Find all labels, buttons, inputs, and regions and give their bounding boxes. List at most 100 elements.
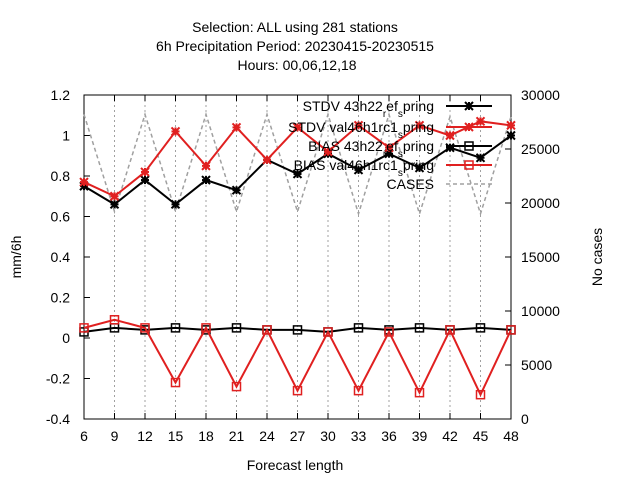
x-tick-label: 45 xyxy=(473,428,489,444)
data-point xyxy=(292,169,303,179)
legend-label-part: r xyxy=(383,109,387,120)
x-tick-label: 24 xyxy=(259,428,275,444)
data-point xyxy=(506,120,516,131)
legend-label-part: STDV val46h1rc1 xyxy=(288,119,398,135)
data-point xyxy=(414,120,425,131)
y-tick-label: 0.4 xyxy=(51,249,71,265)
title-line-1: Selection: ALL using 281 stations xyxy=(192,19,398,35)
data-point xyxy=(231,185,242,195)
data-point xyxy=(292,385,303,396)
data-point xyxy=(506,325,516,335)
data-point xyxy=(445,130,455,141)
data-point xyxy=(170,377,181,388)
data-point xyxy=(109,191,120,201)
data-point xyxy=(414,323,425,333)
y-tick-label: 0.6 xyxy=(51,209,71,225)
data-point xyxy=(353,323,364,333)
legend-label-part: BIAS 43h22 xyxy=(308,138,383,154)
legend-label-part: ef xyxy=(386,138,398,154)
legend-swatch-marker xyxy=(464,122,474,132)
title-line-2: 6h Precipitation Period: 20230415-202305… xyxy=(156,38,434,54)
legend-swatch-marker xyxy=(464,160,474,170)
y2-tick-label: 30000 xyxy=(521,87,560,103)
x-tick-label: 33 xyxy=(351,428,367,444)
data-point xyxy=(79,177,89,187)
data-point xyxy=(231,323,242,333)
data-point xyxy=(384,327,394,337)
legend-label: STDV 43h22refspring xyxy=(303,98,434,120)
y-tick-label: 0 xyxy=(62,330,70,346)
x-tick-label: 18 xyxy=(198,428,214,444)
series-line-3 xyxy=(83,318,512,398)
data-point xyxy=(323,146,333,157)
grid-lines xyxy=(114,95,481,419)
legend-label-part: pring xyxy=(403,119,434,135)
data-point xyxy=(414,163,425,173)
data-point xyxy=(414,387,425,398)
y2-tick-label: 25000 xyxy=(521,141,560,157)
y-tick-label: -0.4 xyxy=(46,411,70,427)
y2-tick-label: 20000 xyxy=(521,195,560,211)
legend-swatch-marker xyxy=(464,101,474,111)
legend-label-part: s xyxy=(398,130,403,141)
data-point xyxy=(170,126,181,137)
x-tick-label: 9 xyxy=(111,428,119,444)
data-point xyxy=(445,325,455,335)
data-point xyxy=(475,323,486,333)
legend-label-part: pring xyxy=(403,138,434,154)
data-point xyxy=(231,381,242,392)
y2-tick-label: 5000 xyxy=(521,357,552,373)
legend-label: BIAS 43h22refspring xyxy=(308,138,434,160)
data-point xyxy=(506,130,516,141)
x-tick-label: 30 xyxy=(320,428,336,444)
data-point xyxy=(140,323,150,333)
data-point xyxy=(475,389,486,400)
data-point xyxy=(262,325,272,335)
legend-label: CASES xyxy=(387,176,434,192)
data-point xyxy=(475,153,486,163)
data-point xyxy=(201,161,211,171)
x-tick-label: 42 xyxy=(442,428,458,444)
legend-label-part: s xyxy=(398,168,403,179)
y2-tick-label: 15000 xyxy=(521,249,560,265)
data-point xyxy=(353,120,364,131)
legend-label-part: pring xyxy=(403,157,434,173)
data-point xyxy=(292,122,303,133)
data-point xyxy=(109,199,120,210)
series-1 xyxy=(79,116,516,201)
y2-tick-label: 10000 xyxy=(521,303,560,319)
series-3 xyxy=(79,315,516,400)
data-point xyxy=(201,175,211,185)
x-tick-label: 12 xyxy=(137,428,153,444)
data-point xyxy=(384,142,394,153)
x-tick-label: 36 xyxy=(381,428,397,444)
y2-tick-label: 0 xyxy=(521,411,529,427)
series-group xyxy=(79,111,516,400)
x-tick-label: 48 xyxy=(503,428,519,444)
legend-label-part: STDV 43h22 xyxy=(303,98,383,114)
y-tick-label: 0.8 xyxy=(51,168,71,184)
data-point xyxy=(231,122,242,133)
data-point xyxy=(262,155,272,165)
data-point xyxy=(170,323,181,333)
x-tick-label: 21 xyxy=(229,428,245,444)
x-axis-label: Forecast length xyxy=(247,457,344,473)
y-tick-label: 1.2 xyxy=(51,87,71,103)
chart-title: Selection: ALL using 281 stations 6h Pre… xyxy=(156,19,434,73)
legend-label: BIAS val46h1rc1spring xyxy=(294,157,434,179)
y-tick-label: -0.2 xyxy=(46,371,70,387)
data-point xyxy=(201,323,211,333)
data-point xyxy=(353,385,364,396)
title-line-3: Hours: 00,06,12,18 xyxy=(237,57,356,73)
y-tick-label: 0.2 xyxy=(51,290,71,306)
data-point xyxy=(140,175,150,185)
data-point xyxy=(109,315,120,325)
data-point xyxy=(353,165,364,175)
data-point xyxy=(79,323,89,333)
series-line-2 xyxy=(83,326,512,333)
legend-label-part: ef xyxy=(386,98,398,114)
data-point xyxy=(475,116,486,127)
legend-label-part: s xyxy=(398,109,403,120)
